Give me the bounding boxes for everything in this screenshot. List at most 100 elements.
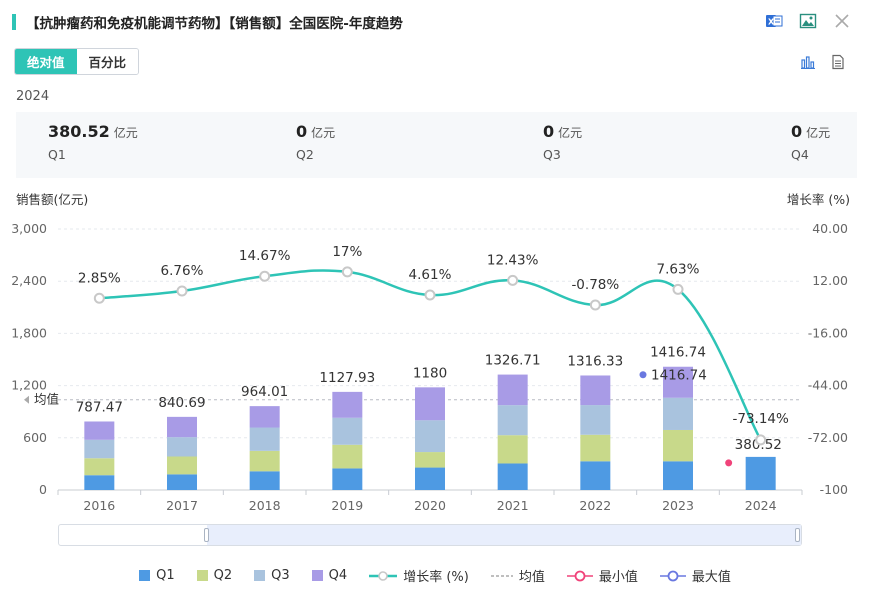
legend-item[interactable]: 最小值 (566, 566, 638, 585)
bar-segment-q3 (332, 417, 363, 445)
range-slider-right-handle[interactable] (795, 528, 800, 542)
summary-q3: 0 亿元 Q3 (543, 122, 582, 162)
y-tick-label: 1,200 (11, 378, 47, 393)
legend-label: 均值 (518, 570, 545, 585)
legend-ring-symbol (566, 570, 593, 581)
bar-segment-q4 (580, 375, 611, 406)
q4-value: 0 (791, 122, 803, 141)
document-icon[interactable] (828, 52, 848, 72)
legend-item[interactable]: Q4 (311, 566, 348, 585)
legend-swatch (139, 570, 151, 581)
x-tick-label: 2018 (249, 498, 281, 513)
q3-value: 0 (543, 122, 555, 141)
q1-unit: 亿元 (113, 126, 138, 140)
top-toolbar: X (764, 11, 852, 31)
percent-tab[interactable]: 百分比 (76, 49, 139, 74)
growth-point (672, 283, 684, 295)
absolute-value-tab[interactable]: 绝对值 (15, 49, 77, 74)
q2-value: 0 (296, 122, 308, 141)
x-tick-label: 2019 (331, 498, 363, 513)
growth-label: 17% (332, 244, 362, 260)
bar-segment-q2 (580, 434, 611, 462)
sales-chart: 0 600 1,200 1,800 2,400 3,000 -100 -72.00 -44.00… (11, 221, 848, 513)
legend-item[interactable]: Q2 (196, 566, 232, 585)
bar-chart-icon[interactable] (798, 52, 818, 72)
excel-icon[interactable]: X (764, 11, 784, 31)
page-title: 【抗肿瘤药和免疫机能调节药物】【销售额】全国医院-年度趋势 (26, 16, 403, 32)
bar-segment-q1 (332, 468, 363, 490)
x-tick-label: 2021 (497, 498, 529, 513)
growth-point (507, 274, 519, 286)
legend-item[interactable]: Q3 (254, 566, 290, 585)
legend-item[interactable]: Q1 (139, 566, 175, 585)
bar-segment-q1 (249, 471, 280, 490)
svg-text:X: X (768, 18, 775, 27)
growth-point (259, 270, 271, 282)
bar-segment-q4 (415, 387, 445, 421)
y2-tick-label: -72.00 (808, 430, 848, 445)
legend-dash-symbol (490, 574, 513, 577)
legend-label: 最小值 (598, 570, 638, 585)
bar-segment-q3 (580, 405, 611, 435)
range-slider[interactable] (58, 524, 802, 546)
legend-line-symbol (369, 570, 398, 581)
summary-q2: 0 亿元 Q2 (296, 122, 335, 162)
y2-tick-label: 40.00 (812, 221, 848, 236)
bar-segment-q3 (249, 427, 280, 451)
bar-segment-q2 (663, 429, 693, 462)
bar-segment-q2 (497, 435, 528, 464)
legend-label: Q4 (328, 568, 348, 583)
legend-item[interactable]: 增长率 (%) (369, 566, 469, 585)
max-marker-label: 1416.74 (651, 368, 707, 384)
range-slider-selection[interactable] (207, 525, 801, 545)
range-slider-left-handle[interactable] (204, 528, 209, 542)
bar-segment-q2 (167, 456, 197, 475)
y-tick-label: 2,400 (11, 273, 47, 288)
bar-segment-q1 (167, 474, 197, 490)
y2-tick-label: -16.00 (808, 325, 848, 340)
bar-segment-q1 (84, 475, 115, 490)
x-tick-label: 2022 (579, 498, 611, 513)
y2-tick-label: -100 (820, 482, 848, 497)
quarter-summary: 380.52 亿元 Q1 0 亿元 Q2 0 亿元 Q3 0 亿元 Q4 (16, 112, 857, 178)
bar-total-label: 787.47 (76, 399, 123, 415)
x-tick-label: 2020 (414, 498, 446, 513)
y2-tick-label: 12.00 (812, 273, 848, 288)
value-mode-toggle: 绝对值 百分比 (14, 48, 140, 75)
growth-label: 7.63% (657, 261, 700, 277)
bar-total-label: 1416.74 (650, 345, 706, 361)
x-tick-label: 2017 (166, 498, 198, 513)
bar-segment-q2 (415, 452, 445, 468)
image-icon[interactable] (798, 11, 818, 31)
summary-q1: 380.52 亿元 Q1 (48, 122, 138, 162)
growth-label: 14.67% (239, 248, 291, 264)
bar-segment-q3 (167, 437, 197, 457)
legend-label: Q3 (271, 568, 290, 583)
q3-label: Q3 (543, 147, 561, 162)
bar-segment-q2 (249, 450, 280, 472)
q2-label: Q2 (296, 147, 314, 162)
title-accent-bar (12, 14, 16, 30)
growth-point (755, 434, 767, 446)
bar-segment-q4 (497, 374, 528, 406)
growth-label: -73.14% (732, 411, 789, 427)
q3-unit: 亿元 (558, 126, 583, 140)
legend-item[interactable]: 均值 (490, 566, 545, 585)
bar-segment-q4 (249, 406, 280, 428)
bar-segment-q1 (497, 463, 528, 490)
legend-label: 增长率 (%) (403, 570, 469, 585)
bar-segment-q4 (84, 421, 115, 440)
legend-item[interactable]: 最大值 (659, 566, 731, 585)
bar-segment-q1 (745, 456, 776, 490)
bar-total-label: 964.01 (241, 384, 288, 400)
bar-segment-q1 (663, 461, 693, 490)
growth-label: 2.85% (78, 270, 121, 286)
y-axis-title: 销售额(亿元) (16, 192, 89, 207)
legend-swatch (254, 570, 266, 581)
growth-label: 4.61% (409, 267, 452, 283)
growth-point (176, 285, 188, 297)
bar-segment-q2 (84, 458, 115, 476)
close-icon[interactable] (832, 11, 852, 31)
legend-swatch (311, 570, 323, 581)
bar-total-label: 1316.33 (567, 353, 623, 369)
